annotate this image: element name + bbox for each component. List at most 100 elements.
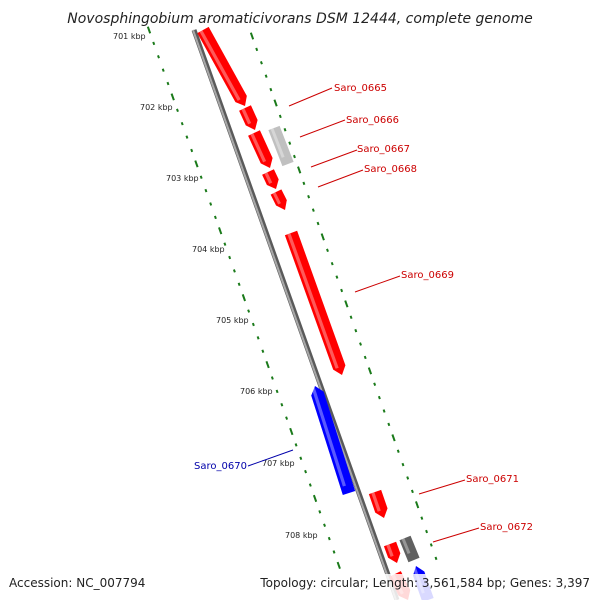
track-tick — [302, 181, 306, 186]
leader-lines — [247, 87, 480, 543]
gene-label-saro-0665[interactable]: Saro_0665 — [334, 83, 387, 94]
gene-saro-0668a-shape — [262, 169, 279, 189]
scale-tick — [209, 202, 213, 206]
track-tick — [320, 233, 325, 241]
scale-tick — [247, 309, 251, 313]
track-tick — [363, 355, 367, 360]
gene-label-saro-0667[interactable]: Saro_0667 — [357, 144, 410, 155]
gene-saro-0672a[interactable] — [383, 541, 401, 563]
gene-saro-0670[interactable] — [311, 386, 356, 495]
track-tick — [429, 543, 433, 547]
scale-tick — [237, 282, 241, 287]
scale-tick — [194, 160, 199, 168]
gene-saro-0670-highlight — [311, 386, 346, 487]
track-tick — [307, 194, 311, 199]
scale-tick — [318, 510, 322, 514]
track-tick — [401, 462, 405, 467]
track-tick — [340, 288, 344, 293]
track-tick — [344, 300, 349, 308]
gene-label-saro-0666[interactable]: Saro_0666 — [346, 115, 399, 126]
gene-saro-0672-highlight — [401, 538, 411, 554]
track-tick — [283, 128, 287, 132]
tick-label: 705 kbp — [216, 316, 249, 325]
gene-saro-0666[interactable] — [268, 125, 294, 167]
gene-saro-0665[interactable] — [239, 105, 258, 130]
scale-tick — [332, 550, 336, 554]
scale-tick — [180, 121, 184, 126]
track-tick — [293, 154, 296, 159]
gene-saro-0671[interactable] — [368, 489, 388, 518]
track-tick — [359, 342, 362, 346]
tick-label-group: 701 kbp 702 kbp 703 kbp 704 kbp 705 kbp … — [113, 32, 318, 540]
gene-saro-0669[interactable] — [284, 230, 346, 375]
gene-saro-0672[interactable] — [399, 535, 420, 563]
gene-label-saro-0670[interactable]: Saro_0670 — [194, 461, 247, 472]
scale-tick — [152, 41, 156, 46]
gene-label-saro-0671[interactable]: Saro_0671 — [466, 474, 519, 485]
gene-saro-0667[interactable] — [248, 130, 273, 168]
scale-tick — [146, 26, 152, 34]
topology-text: Topology: circular; Length: 3,561,584 bp… — [259, 576, 590, 590]
track-tick — [288, 141, 292, 145]
tick-label: 702 kbp — [140, 103, 173, 112]
track-tick — [377, 395, 381, 400]
scale-tick — [228, 255, 232, 260]
gene-saro-0664[interactable] — [197, 26, 247, 106]
gene-saro-0669-shape — [284, 230, 346, 375]
scale-tick — [294, 443, 298, 447]
leader-line — [247, 449, 294, 467]
scale-tick — [265, 360, 270, 369]
track-tick — [391, 434, 396, 442]
track-tick — [278, 114, 282, 119]
footer-background — [0, 574, 600, 600]
gene-label-saro-0668[interactable]: Saro_0668 — [364, 164, 417, 175]
track-tick — [434, 556, 438, 561]
scale-tick — [223, 242, 227, 246]
gene-saro-0664-highlight — [199, 30, 241, 101]
tick-label: 708 kbp — [285, 531, 318, 540]
gene-saro-0668-shape — [270, 189, 287, 210]
track-tick — [335, 275, 339, 279]
track-tick — [297, 166, 302, 174]
gene-saro-0672-shape — [399, 535, 420, 563]
gene-saro-0668a[interactable] — [262, 169, 279, 189]
scale-tick — [261, 349, 265, 353]
gene-label-saro-0672[interactable]: Saro_0672 — [480, 522, 533, 533]
leader-line — [418, 479, 466, 495]
scale-tick — [170, 93, 175, 101]
gene-saro-0667-shape — [248, 130, 273, 168]
scale-tick — [308, 483, 312, 487]
tick-label: 703 kbp — [166, 174, 199, 183]
track-tick — [415, 501, 420, 509]
track-tick — [382, 409, 386, 413]
scale-tick — [304, 469, 308, 474]
track-tick — [249, 32, 255, 40]
gene-saro-0670-shape — [311, 386, 356, 495]
track-tick — [269, 87, 273, 92]
scale-tick — [280, 403, 284, 407]
right-dots — [249, 32, 438, 561]
gene-saro-0668-highlight — [272, 192, 281, 205]
gene-track — [197, 26, 434, 600]
gene-saro-0664-shape — [197, 26, 247, 106]
scale-tick — [256, 336, 260, 340]
track-tick — [259, 61, 263, 65]
track-tick — [316, 221, 320, 226]
scale-tick — [157, 55, 160, 59]
gene-saro-0668[interactable] — [270, 189, 287, 210]
track-tick — [311, 208, 315, 212]
leader-line — [354, 275, 401, 293]
leader-line — [310, 149, 358, 168]
scale-tick — [185, 135, 189, 139]
gene-saro-0672a-shape — [383, 541, 401, 563]
genome-backbone — [191, 29, 400, 600]
scale-tick — [336, 561, 341, 569]
gene-saro-0672a-highlight — [386, 544, 394, 557]
gene-label-saro-0669[interactable]: Saro_0669 — [401, 270, 454, 281]
gene-saro-0671-highlight — [371, 492, 381, 512]
tick-label: 704 kbp — [192, 245, 225, 254]
gene-saro-0665-shape — [239, 105, 258, 130]
tick-label: 706 kbp — [240, 387, 273, 396]
scale-tick — [218, 227, 223, 235]
track-tick — [326, 248, 329, 253]
